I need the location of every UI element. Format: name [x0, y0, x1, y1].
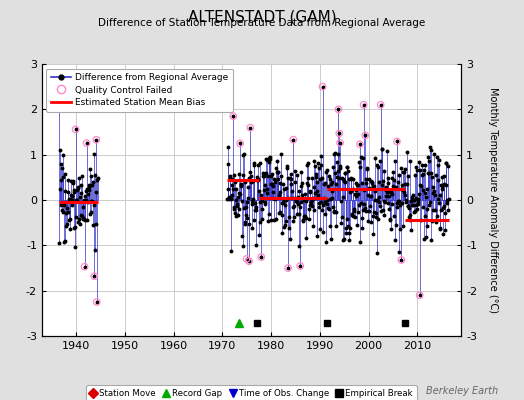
Point	[359, 102, 368, 108]
Point	[361, 132, 369, 138]
Point	[393, 138, 401, 145]
Point	[289, 136, 298, 143]
Point	[55, 102, 63, 108]
Text: Berkeley Earth: Berkeley Earth	[425, 386, 498, 396]
Point	[296, 263, 304, 269]
Legend: Station Move, Record Gap, Time of Obs. Change, Empirical Break: Station Move, Record Gap, Time of Obs. C…	[86, 385, 417, 400]
Point	[243, 256, 251, 262]
Point	[92, 136, 101, 143]
Point	[335, 130, 343, 136]
Point	[319, 84, 327, 90]
Point	[90, 273, 99, 280]
Point	[80, 264, 89, 270]
Point	[356, 141, 364, 148]
Point	[257, 254, 266, 260]
Text: ALTENSTADT (GAM): ALTENSTADT (GAM)	[188, 10, 336, 25]
Point	[93, 299, 101, 305]
Point	[229, 113, 237, 119]
Point	[284, 265, 292, 271]
Point	[71, 126, 80, 133]
Point	[416, 292, 424, 298]
Point	[82, 140, 91, 146]
Text: Difference of Station Temperature Data from Regional Average: Difference of Station Temperature Data f…	[99, 18, 425, 28]
Point	[246, 124, 255, 131]
Point	[397, 257, 406, 263]
Point	[377, 102, 385, 108]
Point	[336, 140, 344, 146]
Y-axis label: Monthly Temperature Anomaly Difference (°C): Monthly Temperature Anomaly Difference (…	[488, 87, 498, 313]
Point	[245, 258, 253, 264]
Point	[236, 140, 244, 147]
Point	[334, 106, 343, 112]
